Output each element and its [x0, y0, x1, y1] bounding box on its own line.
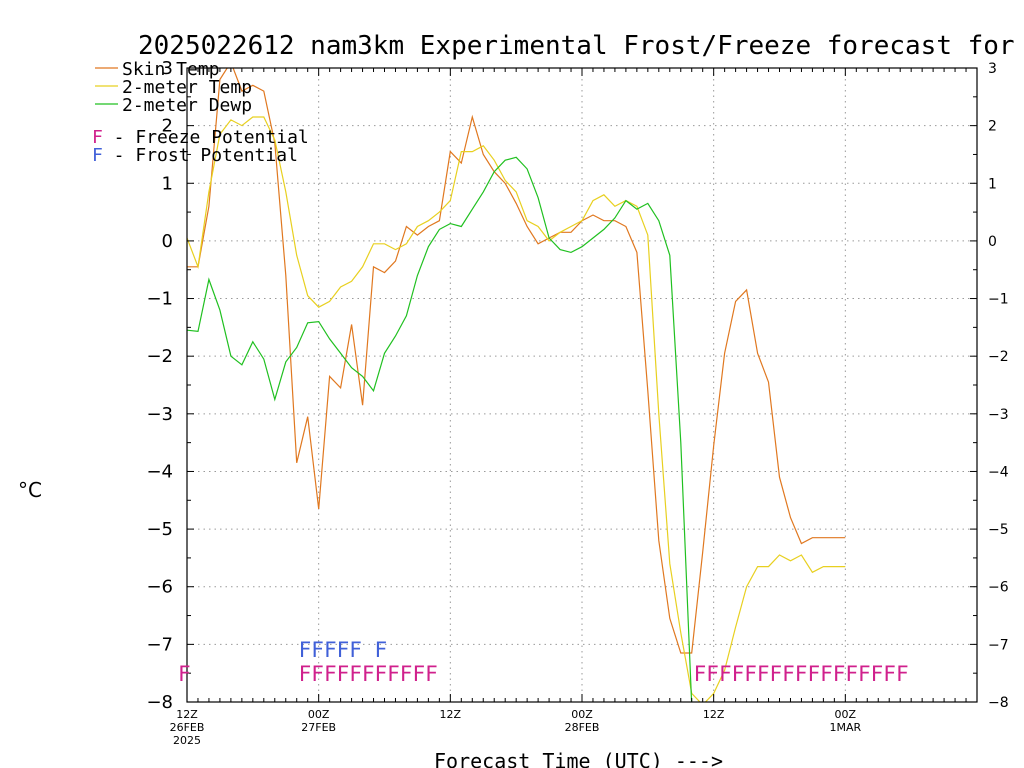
x-tick-label: 12Z [703, 708, 725, 721]
y-tick-label-left: −1 [146, 289, 173, 310]
legend-frost-potential: F - Frost Potential [92, 145, 298, 166]
legend: Skin Temp 2-meter Temp 2-meter Dewp F - … [92, 59, 309, 166]
y-tick-label-right: −1 [988, 292, 1009, 308]
series-line-skin-temp [187, 68, 846, 654]
y-tick-label-left: −8 [146, 692, 173, 713]
legend-skin-temp: Skin Temp [122, 59, 220, 80]
y-tick-label-right: 1 [988, 176, 997, 192]
legend-2m-dewp: 2-meter Dewp [122, 95, 252, 116]
y-tick-label-left: −5 [146, 519, 173, 540]
grid [187, 68, 977, 702]
y-axis-right: −8 −7 −6 −5 −4 −3 −2 −1 0 1 2 3 [970, 61, 1009, 711]
legend-freeze-potential: F - Freeze Potential [92, 127, 309, 148]
y-axis-label: °C [18, 478, 42, 502]
y-tick-label-right: 2 [988, 119, 997, 135]
y-tick-label-right: −6 [988, 580, 1009, 596]
y-tick-label-right: −3 [988, 407, 1009, 423]
freeze-flag: F [178, 662, 191, 686]
y-tick-label-left: 1 [162, 173, 173, 194]
x-tick-label: 00Z 27FEB [301, 708, 336, 734]
y-tick-label-right: −5 [988, 522, 1009, 538]
chart-title: 2025022612 nam3km Experimental Frost/Fre… [138, 31, 1024, 61]
freeze-flag: FFFFFFFFFFF [299, 662, 438, 686]
y-tick-label-left: 0 [162, 231, 173, 252]
series-line-2-meter-temp [187, 116, 846, 702]
x-tick-label: 00Z 28FEB [565, 708, 600, 734]
series-layer [187, 68, 846, 702]
x-axis: 12Z 26FEB 2025 00Z 27FEB 12Z 00Z 28FEB 12Z 00Z 1MA… [170, 68, 978, 747]
freeze-flag: FFFFFFFFFFFFFFFFF [694, 662, 909, 686]
y-tick-label-right: −7 [988, 637, 1009, 653]
y-tick-label-left: 2 [162, 116, 173, 137]
y-tick-label-left: −7 [146, 634, 173, 655]
y-tick-label-right: −8 [988, 695, 1009, 711]
x-tick-label: 12Z 26FEB 2025 [170, 708, 205, 747]
y-tick-label-right: 3 [988, 61, 997, 77]
y-tick-label-left: 3 [162, 58, 173, 79]
y-tick-label-left: −6 [146, 577, 173, 598]
potential-flags: FFFFF FF FFFFFFFFFFF FFFFFFFFFFFFFFFFF [178, 638, 909, 686]
x-tick-label: 12Z [440, 708, 462, 721]
y-tick-label-left: −2 [146, 346, 173, 367]
frost-flag: FFFFF F [299, 638, 388, 662]
y-tick-label-right: −4 [988, 464, 1009, 480]
y-tick-label-left: −3 [146, 404, 173, 425]
y-axis-left: −8 −7 −6 −5 −4 −3 −2 −1 0 1 2 3 [146, 58, 194, 713]
y-tick-label-left: −4 [146, 461, 173, 482]
x-axis-label: Forecast Time (UTC) ---> [434, 749, 723, 768]
y-tick-label-right: 0 [988, 234, 997, 250]
series-line-2-meter-dewp [187, 156, 693, 702]
legend-2m-temp: 2-meter Temp [122, 77, 252, 98]
plot-frame [186, 67, 978, 703]
y-tick-label-right: −2 [988, 349, 1009, 365]
x-tick-label: 00Z 1MAR [829, 708, 861, 734]
